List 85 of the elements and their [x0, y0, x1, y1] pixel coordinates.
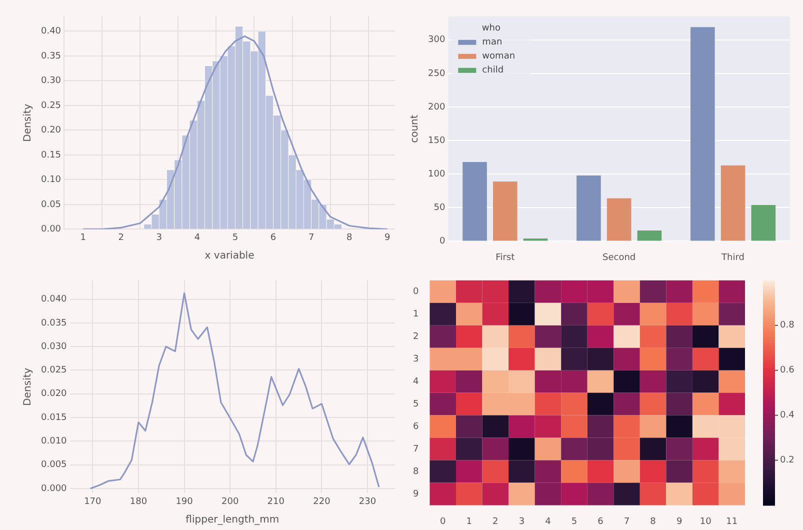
x-tick-label: 170 — [84, 496, 102, 507]
x-tick-label: 2 — [118, 232, 124, 243]
y-tick-label: 0.15 — [40, 150, 62, 160]
x-tick-label: 3 — [156, 232, 162, 243]
y-tick-label: 0.010 — [41, 436, 68, 447]
x-tick-label: 3 — [518, 516, 525, 527]
y-tick-label: 200 — [428, 102, 446, 112]
x-tick-label: 5 — [232, 232, 238, 243]
x-tick-label: First — [496, 252, 516, 263]
x-tick-label: 200 — [222, 496, 239, 507]
y-tick-label: 0.05 — [40, 200, 62, 210]
y-tick-label: 0.025 — [41, 366, 67, 376]
bar — [606, 198, 632, 241]
x-tick-label: 8 — [346, 232, 352, 243]
y-tick-label: 0.35 — [40, 51, 62, 62]
x-tick-label: 6 — [598, 516, 604, 527]
y-axis-title: Density — [22, 104, 34, 142]
legend-title: who — [482, 24, 501, 34]
y-tick-label: 6 — [412, 422, 419, 432]
color-bar-label: 0.4 — [780, 410, 795, 421]
x-tick-label: 7 — [308, 232, 314, 243]
x-tick-label: 1 — [80, 232, 86, 243]
x-tick-label: 220 — [313, 496, 331, 507]
color-bar-label: 0.6 — [780, 366, 795, 376]
y-axis-title: Density — [22, 368, 34, 406]
x-tick-label: Second — [602, 252, 636, 263]
y-tick-label: 0.030 — [41, 342, 68, 352]
y-tick-label: 0.035 — [41, 318, 67, 328]
x-tick-label: 8 — [650, 516, 656, 527]
x-tick-label: Third — [720, 252, 745, 263]
bar — [492, 181, 518, 241]
x-tick-label: 1 — [466, 516, 472, 527]
x-tick-label: 9 — [384, 232, 391, 243]
x-axis-title: x variable — [204, 250, 254, 262]
bar — [462, 162, 487, 241]
x-tick-label: 6 — [270, 232, 276, 243]
y-tick-label: 4 — [412, 376, 419, 387]
y-tick-label: 150 — [428, 136, 446, 146]
legend-label: man — [482, 38, 502, 48]
y-tick-label: 7 — [412, 444, 419, 454]
color-bar-label: 0.8 — [780, 320, 795, 331]
bar — [751, 204, 776, 241]
y-tick-label: 0.000 — [41, 484, 68, 494]
bar — [690, 27, 715, 241]
x-tick-label: 230 — [358, 496, 376, 507]
y-tick-label: 8 — [412, 466, 419, 477]
x-tick-label: 11 — [726, 516, 738, 527]
y-tick-label: 2 — [412, 332, 419, 342]
y-tick-label: 0 — [412, 286, 419, 297]
y-tick-label: 0.005 — [41, 460, 67, 470]
y-tick-label: 5 — [412, 399, 419, 410]
y-tick-label: 0.040 — [41, 294, 68, 305]
y-tick-label: 0.25 — [40, 100, 62, 111]
x-tick-label: 2 — [492, 516, 498, 527]
color-bar-label: 0.2 — [780, 456, 794, 466]
legend-label: woman — [482, 52, 516, 62]
x-tick-label: 210 — [267, 496, 285, 507]
y-tick-label: 300 — [428, 35, 446, 46]
y-tick-label: 250 — [428, 68, 446, 79]
x-tick-label: 7 — [624, 516, 630, 527]
y-tick-label: 0.00 — [40, 224, 62, 235]
x-tick-label: 5 — [571, 516, 578, 527]
y-axis-title: count — [410, 114, 421, 143]
y-tick-label: 0.10 — [40, 175, 62, 186]
y-tick-label: 0.30 — [40, 76, 62, 86]
y-tick-label: 0.020 — [41, 389, 68, 400]
x-tick-label: 10 — [700, 516, 712, 527]
y-tick-label: 3 — [412, 354, 419, 364]
x-tick-label: 4 — [194, 232, 200, 243]
y-tick-label: 50 — [434, 202, 446, 213]
bar — [720, 165, 746, 241]
x-tick-label: 190 — [176, 496, 194, 507]
y-tick-label: 0.015 — [41, 412, 67, 423]
x-tick-label: 180 — [130, 496, 148, 507]
y-tick-label: 9 — [412, 489, 419, 500]
x-tick-label: 4 — [545, 516, 552, 527]
x-tick-label: 9 — [676, 516, 682, 527]
y-tick-label: 100 — [428, 169, 446, 180]
bar — [637, 230, 662, 241]
y-tick-label: 0.40 — [40, 26, 62, 37]
legend-label: child — [482, 66, 504, 76]
x-axis-title: flipper_length_mm — [186, 514, 280, 526]
bar — [576, 175, 601, 241]
y-tick-label: 0.20 — [40, 126, 62, 136]
y-tick-label: 1 — [412, 309, 419, 320]
